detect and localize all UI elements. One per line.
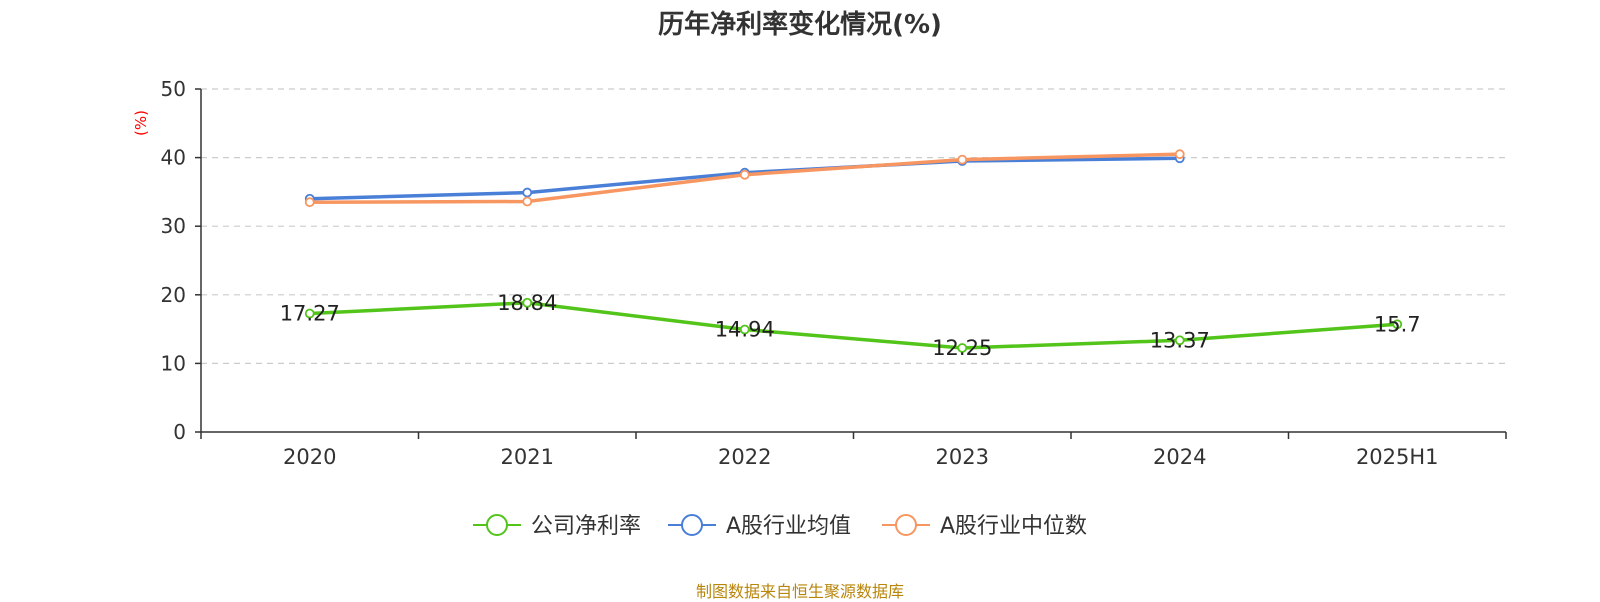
data-point bbox=[1174, 149, 1185, 160]
data-point bbox=[739, 169, 750, 180]
legend-marker bbox=[486, 514, 508, 536]
x-tick-label: 2020 bbox=[283, 445, 336, 469]
legend-marker bbox=[895, 514, 917, 536]
x-tick-label: 2025H1 bbox=[1356, 445, 1439, 469]
data-point bbox=[1392, 319, 1403, 330]
y-tick-label: 40 bbox=[161, 146, 186, 170]
y-tick-label: 20 bbox=[161, 283, 186, 307]
data-label: 13.37 bbox=[1150, 328, 1210, 352]
series-line bbox=[309, 301, 1398, 350]
data-point bbox=[522, 196, 533, 207]
data-point bbox=[304, 197, 315, 208]
data-label: 17.27 bbox=[280, 302, 340, 326]
legend-marker bbox=[681, 514, 703, 536]
y-tick-label: 50 bbox=[161, 77, 186, 101]
source-note: 制图数据来自恒生聚源数据库 bbox=[695, 582, 904, 601]
y-axis-label: (%) bbox=[132, 110, 150, 136]
legend-label: A股行业中位数 bbox=[940, 514, 1087, 539]
x-tick-label: 2021 bbox=[501, 445, 554, 469]
data-label: 18.84 bbox=[497, 291, 557, 315]
data-point bbox=[304, 308, 315, 319]
y-tick-label: 30 bbox=[161, 214, 186, 238]
legend-label: 公司净利率 bbox=[531, 514, 641, 539]
data-point bbox=[957, 154, 968, 165]
chart-title: 历年净利率变化情况(%) bbox=[658, 10, 942, 40]
y-tick-label: 10 bbox=[161, 351, 186, 375]
data-label: 14.94 bbox=[715, 318, 775, 342]
data-point bbox=[1174, 335, 1185, 346]
data-point bbox=[739, 324, 750, 335]
data-label: 15.7 bbox=[1374, 312, 1421, 336]
data-point bbox=[957, 343, 968, 353]
x-tick-label: 2024 bbox=[1153, 445, 1206, 469]
x-tick-label: 2022 bbox=[718, 445, 771, 469]
legend-label: A股行业均值 bbox=[726, 514, 851, 539]
data-point bbox=[522, 187, 533, 198]
data-point bbox=[522, 297, 533, 308]
y-tick-label: 0 bbox=[173, 420, 186, 444]
x-tick-label: 2023 bbox=[936, 445, 989, 469]
data-label: 12.25 bbox=[932, 336, 992, 360]
